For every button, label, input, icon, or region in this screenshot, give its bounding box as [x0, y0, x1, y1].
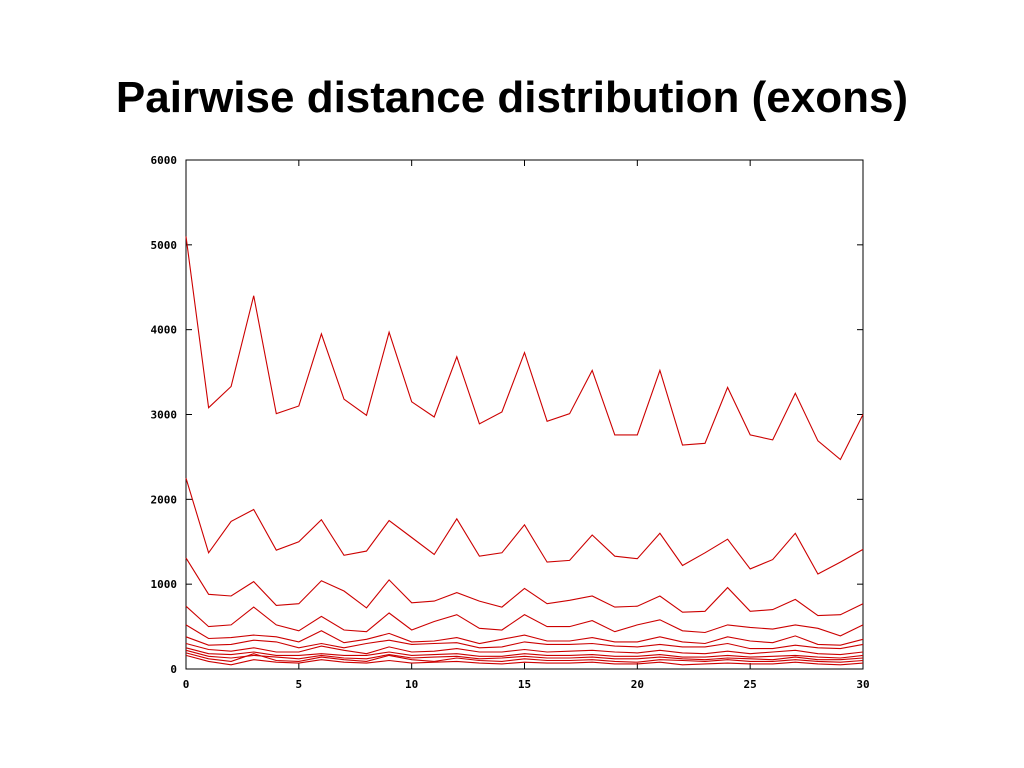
series-line-11 — [185, 654, 864, 666]
series-line-10 — [185, 652, 864, 663]
y-tick-label: 4000 — [151, 324, 178, 337]
x-tick-label: 0 — [183, 678, 190, 691]
series-line-8 — [185, 647, 864, 659]
series-line-6 — [185, 636, 864, 650]
x-tick-label: 30 — [856, 678, 869, 691]
slide-title: Pairwise distance distribution (exons) — [115, 73, 909, 122]
y-tick-label: 3000 — [151, 409, 178, 422]
y-tick-label: 0 — [170, 663, 177, 676]
x-axis: 0 5 10 15 20 25 30 — [183, 160, 870, 691]
x-tick-label: 5 — [296, 678, 303, 691]
series-line-7 — [185, 642, 864, 656]
series-line-5 — [185, 624, 864, 646]
x-tick-label: 10 — [405, 678, 418, 691]
y-tick-label: 5000 — [151, 239, 178, 252]
series-line-2 — [185, 477, 864, 575]
series-line-9 — [185, 649, 864, 661]
y-tick-label: 6000 — [151, 154, 178, 167]
x-tick-label: 25 — [744, 678, 757, 691]
y-axis: 0 1000 2000 3000 4000 5000 6000 — [151, 154, 863, 676]
series-line-3 — [185, 557, 864, 617]
y-tick-label: 1000 — [151, 578, 178, 591]
x-tick-label: 15 — [518, 678, 531, 691]
series-line-1 — [185, 236, 864, 461]
y-tick-label: 2000 — [151, 493, 178, 506]
plot-border — [185, 159, 864, 670]
series-line-4 — [185, 605, 864, 637]
plot-frame — [185, 159, 864, 670]
x-tick-label: 20 — [631, 678, 644, 691]
series-group — [185, 236, 864, 666]
